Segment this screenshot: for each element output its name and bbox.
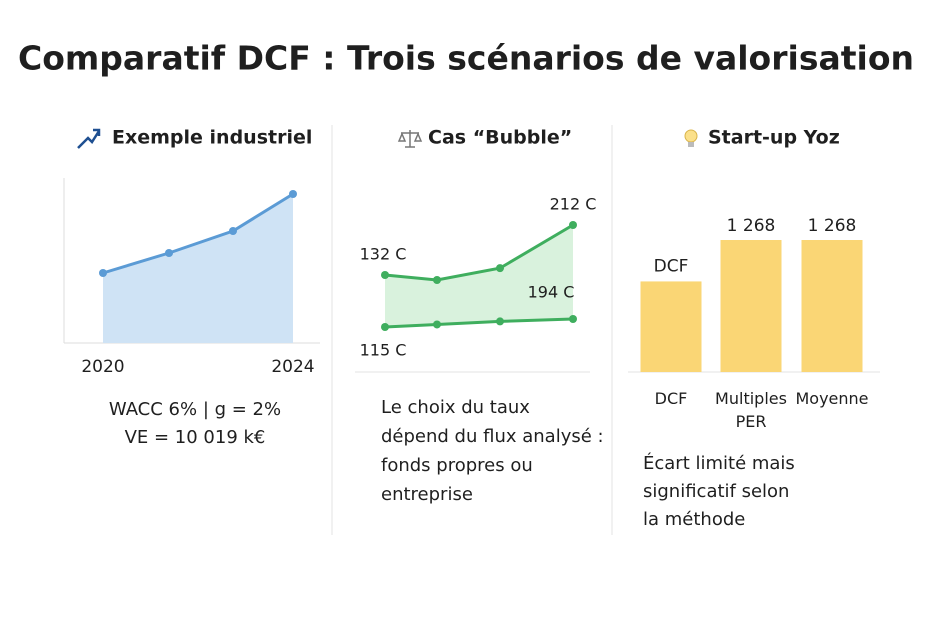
point	[165, 249, 173, 257]
bulb-icon	[684, 129, 698, 147]
scale-icon	[397, 130, 423, 148]
bar	[720, 240, 782, 372]
note: WACC 6% | g = 2%	[109, 399, 281, 420]
point	[229, 227, 237, 235]
note: Écart limité mais	[643, 452, 795, 474]
line	[384, 223, 574, 282]
annotation: DCF	[654, 256, 689, 276]
note: significatif selon	[643, 481, 789, 502]
point	[381, 271, 389, 279]
panel-title: Start-up Yoz	[708, 127, 840, 149]
point	[569, 221, 577, 229]
x-tick-label: 2020	[81, 357, 124, 377]
band	[385, 225, 573, 327]
value-label: 212 C	[550, 195, 597, 214]
value-label: 1 268	[727, 216, 776, 236]
bar	[801, 240, 863, 372]
value-label: 115 C	[360, 341, 407, 360]
value-label: 132 C	[360, 245, 407, 264]
x-tick-label: Moyenne	[795, 389, 869, 408]
line	[384, 317, 574, 329]
trend-icon	[77, 128, 101, 149]
note: VE = 10 019 k€	[125, 427, 266, 448]
point	[99, 269, 107, 277]
point	[381, 323, 389, 331]
point	[289, 190, 297, 198]
panel-title: Cas “Bubble”	[428, 127, 572, 149]
x-tick-label: 2024	[271, 357, 314, 377]
x-tick-label: DCF	[654, 389, 688, 408]
panel-title: Exemple industriel	[112, 127, 312, 149]
line	[102, 192, 294, 275]
note: Le choix du taux	[381, 397, 530, 418]
point	[433, 276, 441, 284]
note: la méthode	[643, 509, 745, 530]
page-title: Comparatif DCF : Trois scénarios de valo…	[18, 39, 914, 78]
value-label: 194 C	[528, 283, 575, 302]
x-tick-label: Multiples PER	[715, 389, 787, 431]
note: entreprise	[381, 484, 473, 505]
point	[496, 264, 504, 273]
value-label: 1 268	[808, 216, 857, 236]
area	[103, 194, 293, 343]
note: fonds propres ou	[381, 455, 533, 476]
point	[433, 320, 441, 329]
point	[496, 317, 504, 326]
point	[569, 315, 577, 323]
note: dépend du flux analysé :	[381, 426, 604, 447]
bar	[640, 281, 702, 372]
